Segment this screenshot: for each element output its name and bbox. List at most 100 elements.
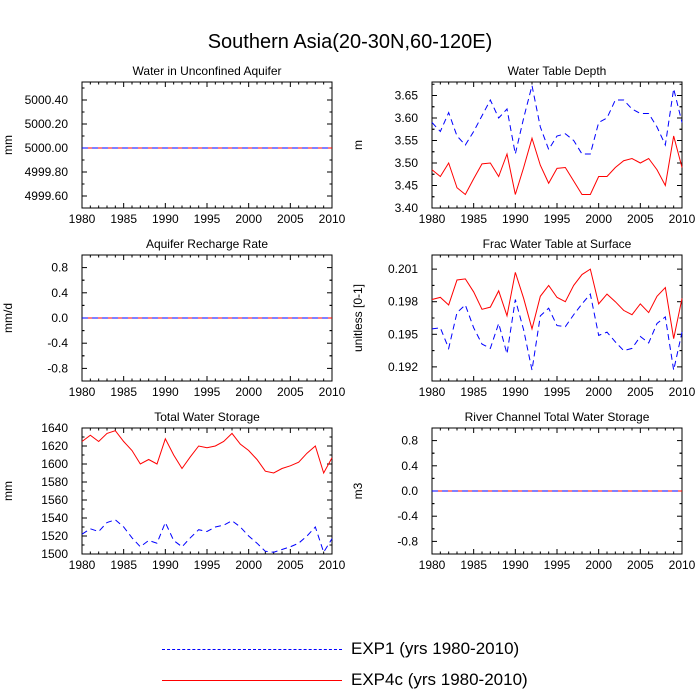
y-tick-label: 0.201	[388, 262, 418, 276]
y-tick-label: 3.45	[395, 179, 419, 193]
x-tick-label: 2000	[235, 212, 262, 226]
y-axis-label: mm	[1, 481, 15, 501]
x-tick-label: 2005	[277, 385, 304, 399]
x-tick-label: 2005	[277, 212, 304, 226]
x-tick-label: 1985	[110, 558, 137, 572]
series-line-exp1	[431, 85, 683, 155]
y-axis-label: mm/d	[1, 303, 15, 333]
panel-2: Water Table Depth m 1980 1985 1990 1995 2000 20…	[351, 64, 696, 226]
y-tick-label: 1540	[41, 511, 68, 525]
panel-3: Aquifer Recharge Rate mm/d 1980 1985 1990 199…	[1, 237, 346, 399]
panel-title: Aquifer Recharge Rate	[146, 237, 268, 251]
y-tick-label: 3.50	[395, 156, 419, 170]
series-line-exp1	[81, 519, 333, 554]
plot-frame	[431, 81, 683, 209]
plot-frame	[81, 81, 333, 209]
x-tick-label: 1985	[460, 385, 487, 399]
y-tick-label: 3.60	[395, 111, 419, 125]
y-axis-label: m3	[351, 482, 365, 499]
x-tick-label: 2010	[319, 558, 346, 572]
x-tick-label: 2000	[585, 212, 612, 226]
x-tick-label: 2010	[319, 385, 346, 399]
x-tick-label: 1980	[419, 558, 446, 572]
x-tick-label: 1995	[194, 212, 221, 226]
panel-6: River Channel Total Water Storage m3 1980 1…	[351, 410, 696, 572]
x-tick-label: 1980	[419, 385, 446, 399]
x-tick-label: 1980	[69, 385, 96, 399]
panel-title: Frac Water Table at Surface	[483, 237, 632, 251]
y-tick-label: 1500	[41, 547, 68, 561]
y-tick-label: -0.8	[397, 534, 418, 548]
x-tick-label: 2005	[627, 385, 654, 399]
y-tick-label: 3.65	[395, 89, 419, 103]
legend-label-exp1: EXP1 (yrs 1980-2010)	[351, 639, 520, 658]
legend-swatch-exp4c	[162, 680, 342, 681]
y-tick-label: 5000.20	[25, 117, 69, 131]
y-tick-label: 4999.60	[25, 189, 69, 203]
x-tick-label: 2005	[627, 558, 654, 572]
y-tick-label: 1640	[41, 421, 68, 435]
y-tick-label: 3.40	[395, 201, 419, 215]
x-tick-label: 1995	[194, 558, 221, 572]
panel-1: Water in Unconfined Aquifer mm 1980 1985 199…	[1, 64, 346, 226]
x-tick-label: 2005	[277, 558, 304, 572]
x-tick-label: 1990	[152, 385, 179, 399]
x-tick-label: 1990	[502, 558, 529, 572]
y-tick-label: 1520	[41, 529, 68, 543]
plot-frame	[81, 427, 333, 555]
y-tick-label: 0.8	[401, 434, 418, 448]
y-tick-label: 0.192	[388, 360, 418, 374]
y-tick-label: -0.8	[47, 361, 68, 375]
x-tick-label: 1980	[69, 558, 96, 572]
panel-title: Total Water Storage	[154, 410, 260, 424]
y-tick-label: 1620	[41, 439, 68, 453]
x-tick-label: 2005	[627, 212, 654, 226]
y-tick-label: 0.4	[401, 459, 418, 473]
x-tick-label: 1985	[110, 212, 137, 226]
y-tick-label: 0.0	[401, 484, 418, 498]
figure-title: Southern Asia(20-30N,60-120E)	[207, 31, 493, 53]
x-tick-label: 1985	[110, 385, 137, 399]
plot-frame	[431, 254, 683, 382]
x-tick-label: 1990	[502, 385, 529, 399]
y-tick-label: -0.4	[397, 509, 418, 523]
series-line-exp1	[431, 292, 683, 371]
x-tick-label: 1990	[152, 558, 179, 572]
panel-title: Water Table Depth	[508, 64, 607, 78]
x-tick-label: 1980	[69, 212, 96, 226]
x-tick-label: 1990	[502, 212, 529, 226]
y-tick-label: -0.4	[47, 336, 68, 350]
x-tick-label: 2010	[669, 558, 696, 572]
series-line-exp4c	[81, 430, 333, 475]
y-axis-label: mm	[1, 135, 15, 155]
y-tick-label: 1600	[41, 457, 68, 471]
series-line-exp4c	[431, 268, 683, 339]
y-axis-label: unitless [0-1]	[351, 284, 365, 352]
panel-title: River Channel Total Water Storage	[465, 410, 650, 424]
x-tick-label: 2000	[235, 558, 262, 572]
x-tick-label: 2000	[235, 385, 262, 399]
panel-5: Total Water Storage mm 1980 1985 1990 1995 200…	[1, 410, 346, 572]
y-tick-label: 1560	[41, 493, 68, 507]
x-tick-label: 1995	[544, 385, 571, 399]
y-tick-label: 1580	[41, 475, 68, 489]
x-tick-label: 2000	[585, 385, 612, 399]
x-tick-label: 1985	[460, 212, 487, 226]
x-tick-label: 1990	[152, 212, 179, 226]
panel-title: Water in Unconfined Aquifer	[133, 64, 282, 78]
y-tick-label: 0.198	[388, 295, 418, 309]
y-tick-label: 3.55	[395, 134, 419, 148]
y-tick-label: 0.8	[51, 261, 68, 275]
x-tick-label: 2000	[585, 558, 612, 572]
y-tick-label: 0.195	[388, 327, 418, 341]
panel-4: Frac Water Table at Surface unitless [0-1…	[351, 237, 696, 399]
legend-swatch-exp1	[162, 649, 342, 650]
y-tick-label: 4999.80	[25, 165, 69, 179]
y-tick-label: 0.4	[51, 286, 68, 300]
x-tick-label: 2010	[669, 212, 696, 226]
x-tick-label: 1980	[419, 212, 446, 226]
x-tick-label: 2010	[669, 385, 696, 399]
x-tick-label: 1985	[460, 558, 487, 572]
y-axis-label: m	[351, 140, 365, 150]
